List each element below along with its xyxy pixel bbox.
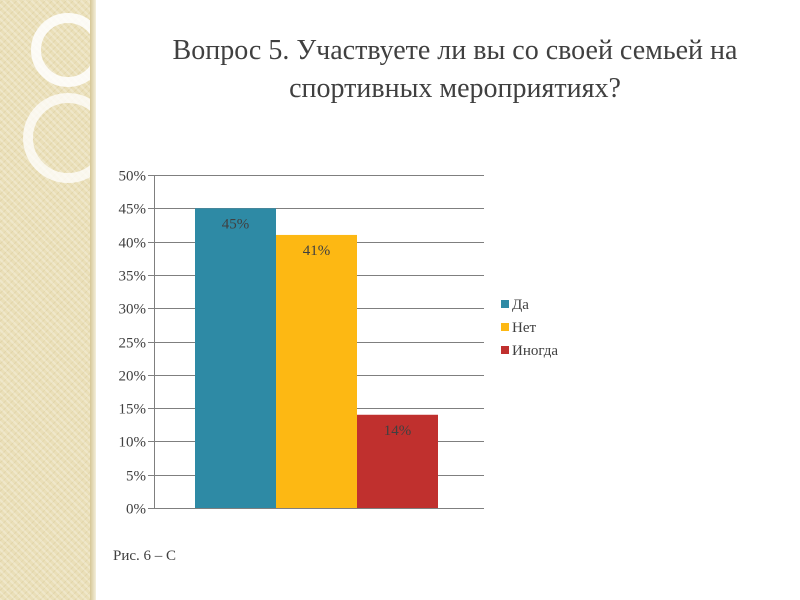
- legend-label: Да: [512, 297, 529, 313]
- side-panel-edge: [90, 0, 96, 600]
- bar-3: [357, 414, 438, 508]
- title-line-1: Вопрос 5. Участвуете ли вы со своей семь…: [172, 35, 738, 66]
- y-tick-label: 25%: [119, 336, 147, 352]
- legend-swatch: [501, 323, 509, 331]
- bar-1: [195, 208, 276, 509]
- y-tick-label: 0%: [126, 502, 146, 518]
- y-tick-label: 15%: [119, 402, 147, 418]
- y-tick-label: 10%: [119, 435, 147, 451]
- figure-caption: Рис. 6 – С: [113, 548, 176, 564]
- legend-swatch: [501, 346, 509, 354]
- data-label: 41%: [303, 243, 331, 259]
- y-tick-label: 30%: [119, 302, 147, 318]
- bar-2: [276, 234, 357, 508]
- title-line-2: спортивных мероприятиях?: [289, 73, 621, 104]
- y-tick-label: 35%: [119, 269, 147, 285]
- y-tick-label: 45%: [119, 202, 147, 218]
- y-tick-label: 50%: [119, 169, 147, 185]
- legend-swatch: [501, 300, 509, 308]
- y-tick-label: 20%: [119, 369, 147, 385]
- decorative-circles: [23, 13, 90, 183]
- y-tick-label: 5%: [126, 469, 146, 485]
- legend-label: Нет: [512, 320, 536, 336]
- slide-title: Вопрос 5. Участвуете ли вы со своей семь…: [110, 32, 800, 108]
- legend-label: Иногда: [512, 343, 558, 359]
- y-tick-label: 40%: [119, 236, 147, 252]
- decorative-side-panel: [0, 0, 90, 600]
- data-label: 14%: [384, 423, 412, 439]
- data-label: 45%: [222, 216, 250, 232]
